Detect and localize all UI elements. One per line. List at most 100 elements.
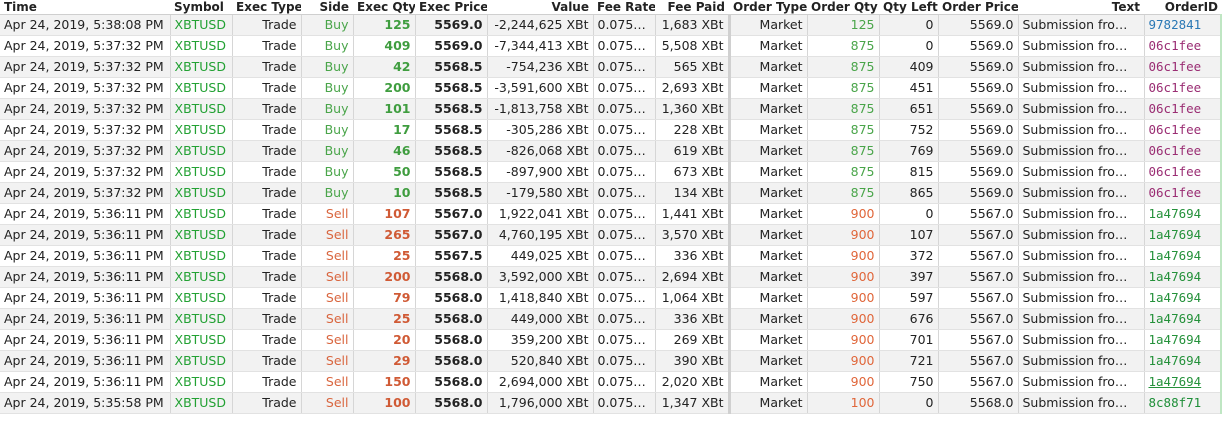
cell-order-id[interactable]: 1a47694: [1144, 308, 1222, 330]
cell-fee-rate: 0.0750%: [593, 203, 656, 225]
cell-order-qty: 900: [807, 308, 880, 330]
cell-text[interactable]: Submission from www.bitmex.com: [1018, 56, 1145, 78]
cell-exec-type: Trade: [232, 98, 302, 120]
cell-order-id[interactable]: 06c1fee: [1144, 56, 1222, 78]
cell-exec-price: 5568.0: [415, 266, 488, 288]
table-row[interactable]: Apr 24, 2019, 5:37:32 PM XBTUSD Trade Buy 42…: [0, 56, 1222, 78]
cell-order-type: Market: [727, 119, 808, 141]
cell-text[interactable]: Submission from www.bitmex.com: [1018, 140, 1145, 162]
header-exec-price[interactable]: Exec Price: [415, 0, 487, 15]
cell-value: 520,840 XBt: [487, 350, 594, 372]
header-order-type[interactable]: Order Type: [729, 0, 807, 15]
table-row[interactable]: Apr 24, 2019, 5:36:11 PM XBTUSD Trade Sell 2…: [0, 245, 1222, 267]
cell-order-id[interactable]: 9782841: [1144, 14, 1222, 36]
cell-fee-paid: 619 XBt: [655, 140, 730, 162]
cell-text[interactable]: Submission from www.bitmex.com: [1018, 119, 1145, 141]
cell-qty-left: 721: [879, 350, 939, 372]
table-row[interactable]: Apr 24, 2019, 5:36:11 PM XBTUSD Trade Sell 7…: [0, 287, 1222, 309]
header-exec-type[interactable]: Exec Type: [232, 0, 301, 15]
cell-order-id[interactable]: 06c1fee: [1144, 35, 1222, 57]
cell-text[interactable]: Submission from www.bitmex.com: [1018, 371, 1145, 393]
header-fee-rate[interactable]: Fee Rate: [593, 0, 655, 15]
table-row[interactable]: Apr 24, 2019, 5:36:11 PM XBTUSD Trade Sell 1…: [0, 203, 1222, 225]
cell-text[interactable]: Submission from www.bitmex.com: [1018, 182, 1145, 204]
header-side[interactable]: Side: [301, 0, 353, 15]
cell-exec-qty: 10: [353, 182, 416, 204]
cell-order-id[interactable]: 06c1fee: [1144, 77, 1222, 99]
cell-order-id[interactable]: 1a47694: [1144, 329, 1222, 351]
cell-value: 2,694,000 XBt: [487, 371, 594, 393]
header-order-id[interactable]: OrderID: [1144, 0, 1222, 15]
cell-text[interactable]: Submission from www.bitmex.com: [1018, 35, 1145, 57]
header-exec-qty[interactable]: Exec Qty: [353, 0, 415, 15]
cell-fee-rate: 0.0750%: [593, 329, 656, 351]
table-row[interactable]: Apr 24, 2019, 5:38:08 PM XBTUSD Trade Buy 12…: [0, 14, 1222, 36]
cell-order-price: 5567.0: [938, 224, 1019, 246]
cell-text[interactable]: Submission from www.bitmex.com: [1018, 350, 1145, 372]
header-time[interactable]: Time: [0, 0, 170, 15]
cell-text[interactable]: Submission from www.bitmex.com: [1018, 245, 1145, 267]
table-row[interactable]: Apr 24, 2019, 5:37:32 PM XBTUSD Trade Buy 50…: [0, 161, 1222, 183]
cell-order-id[interactable]: 06c1fee: [1144, 140, 1222, 162]
table-row[interactable]: Apr 24, 2019, 5:35:58 PM XBTUSD Trade Sell 1…: [0, 392, 1222, 414]
cell-order-qty: 875: [807, 77, 880, 99]
cell-order-id[interactable]: 8c88f71: [1144, 392, 1222, 414]
table-row[interactable]: Apr 24, 2019, 5:37:32 PM XBTUSD Trade Buy 20…: [0, 77, 1222, 99]
cell-text[interactable]: Submission from www.bitmex.com: [1018, 77, 1145, 99]
cell-text[interactable]: Submission from www.bitmex.com: [1018, 392, 1145, 414]
cell-exec-price: 5568.0: [415, 329, 488, 351]
table-row[interactable]: Apr 24, 2019, 5:37:32 PM XBTUSD Trade Buy 46…: [0, 140, 1222, 162]
cell-order-id[interactable]: 06c1fee: [1144, 98, 1222, 120]
cell-order-id[interactable]: 06c1fee: [1144, 119, 1222, 141]
cell-order-id[interactable]: 1a47694: [1144, 245, 1222, 267]
cell-exec-qty: 42: [353, 56, 416, 78]
cell-side: Buy: [301, 77, 354, 99]
cell-value: -7,344,413 XBt: [487, 35, 594, 57]
table-row[interactable]: Apr 24, 2019, 5:36:11 PM XBTUSD Trade Sell 2…: [0, 308, 1222, 330]
cell-qty-left: 372: [879, 245, 939, 267]
cell-order-id[interactable]: 1a47694: [1144, 266, 1222, 288]
cell-text[interactable]: Submission from www.bitmex.com: [1018, 98, 1145, 120]
table-row[interactable]: Apr 24, 2019, 5:37:32 PM XBTUSD Trade Buy 40…: [0, 35, 1222, 57]
header-fee-paid[interactable]: Fee Paid: [655, 0, 729, 15]
header-symbol[interactable]: Symbol: [170, 0, 232, 15]
header-order-qty[interactable]: Order Qty: [807, 0, 879, 15]
header-exec-qty-label: Exec Qty: [357, 0, 415, 14]
cell-exec-price: 5568.5: [415, 77, 488, 99]
table-row[interactable]: Apr 24, 2019, 5:37:32 PM XBTUSD Trade Buy 17…: [0, 119, 1222, 141]
cell-order-id[interactable]: 06c1fee: [1144, 161, 1222, 183]
header-value[interactable]: Value: [487, 0, 593, 15]
cell-qty-left: 769: [879, 140, 939, 162]
cell-order-id[interactable]: 1a47694: [1144, 287, 1222, 309]
table-row[interactable]: Apr 24, 2019, 5:36:11 PM XBTUSD Trade Sell 2…: [0, 350, 1222, 372]
cell-symbol: XBTUSD: [170, 182, 233, 204]
cell-text[interactable]: Submission from www.bitmex.com: [1018, 308, 1145, 330]
table-row[interactable]: Apr 24, 2019, 5:37:32 PM XBTUSD Trade Buy 10…: [0, 182, 1222, 204]
cell-order-id[interactable]: 1a47694: [1144, 371, 1222, 393]
table-row[interactable]: Apr 24, 2019, 5:36:11 PM XBTUSD Trade Sell 2…: [0, 266, 1222, 288]
cell-side: Sell: [301, 350, 354, 372]
cell-qty-left: 107: [879, 224, 939, 246]
table-row[interactable]: Apr 24, 2019, 5:36:11 PM XBTUSD Trade Sell 2…: [0, 224, 1222, 246]
cell-exec-type: Trade: [232, 119, 302, 141]
cell-order-id[interactable]: 1a47694: [1144, 203, 1222, 225]
cell-order-id[interactable]: 1a47694: [1144, 224, 1222, 246]
cell-text[interactable]: Submission from www.bitmex.com: [1018, 203, 1145, 225]
cell-exec-type: Trade: [232, 35, 302, 57]
cell-text[interactable]: Submission from www.bitmex.com: [1018, 329, 1145, 351]
cell-order-qty: 875: [807, 140, 880, 162]
cell-order-id[interactable]: 06c1fee: [1144, 182, 1222, 204]
table-row[interactable]: Apr 24, 2019, 5:36:11 PM XBTUSD Trade Sell 1…: [0, 371, 1222, 393]
header-qty-left[interactable]: Qty Left: [879, 0, 938, 15]
cell-text[interactable]: Submission from www.bitmex.com: [1018, 161, 1145, 183]
cell-text[interactable]: Submission from www.bitmex.com: [1018, 14, 1145, 36]
header-order-price[interactable]: Order Price: [938, 0, 1018, 15]
table-row[interactable]: Apr 24, 2019, 5:37:32 PM XBTUSD Trade Buy 10…: [0, 98, 1222, 120]
cell-text[interactable]: Submission from www.bitmex.com: [1018, 266, 1145, 288]
header-text[interactable]: Text: [1018, 0, 1144, 15]
cell-text[interactable]: Submission from www.bitmex.com: [1018, 224, 1145, 246]
cell-order-id[interactable]: 1a47694: [1144, 350, 1222, 372]
cell-side: Sell: [301, 245, 354, 267]
cell-text[interactable]: Submission from www.bitmex.com: [1018, 287, 1145, 309]
table-row[interactable]: Apr 24, 2019, 5:36:11 PM XBTUSD Trade Sell 2…: [0, 329, 1222, 351]
